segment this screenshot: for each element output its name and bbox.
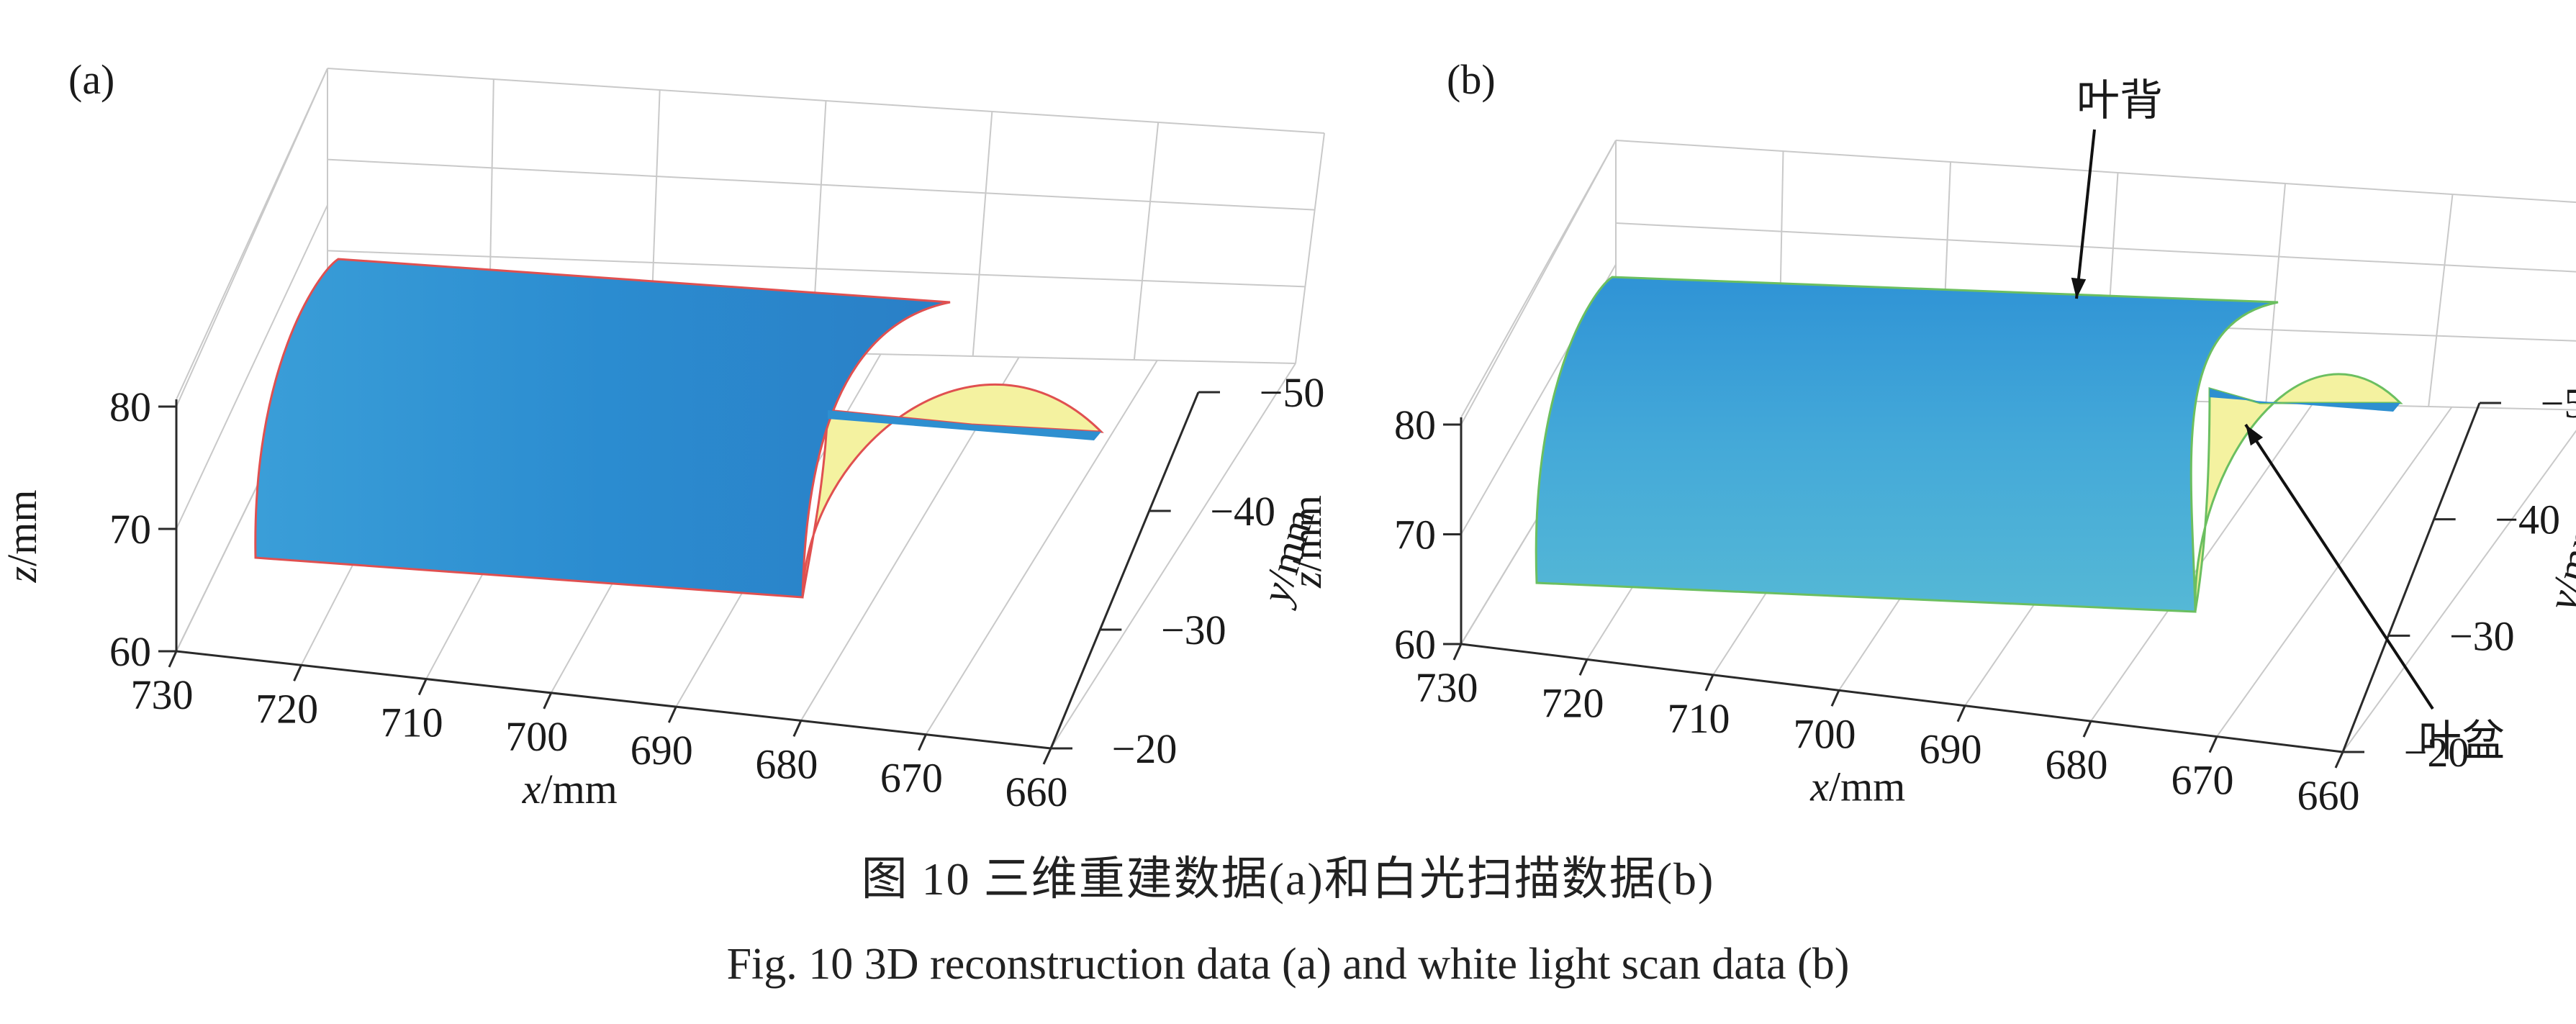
panel-b: 730 720 710 700 690 680 670 660 −20 −30 −40 −50 60 70… (1283, 56, 2576, 819)
surface-tip-strip (2210, 389, 2400, 412)
grid-line (2265, 183, 2286, 404)
y-tick-label: −30 (1161, 607, 1226, 653)
x-tick-label: 730 (131, 671, 194, 718)
annotation-label: 叶盆 (2418, 717, 2505, 765)
annotation-arrow (2075, 129, 2096, 299)
z-tick-label: 80 (109, 384, 151, 430)
x-tick-label: 680 (755, 740, 818, 787)
grid-line (1295, 132, 1325, 364)
x-tick (1956, 705, 1966, 722)
x-tick-label: 720 (256, 685, 318, 732)
x-tick-label: 680 (2046, 741, 2108, 788)
z-axis-label: z/mm (1283, 495, 1330, 589)
grid-line (176, 68, 328, 407)
y-axis (1049, 391, 1200, 749)
x-tick-label: 660 (1005, 769, 1068, 815)
ticks (1443, 402, 2501, 769)
x-tick-label: 660 (2297, 772, 2360, 819)
z-tick-label: 80 (1394, 402, 1436, 448)
z-tick-label: 60 (1394, 621, 1436, 668)
panel-a: 730 720 710 700 690 680 670 660 −20 −30 −40 −50 60 70… (0, 56, 1325, 815)
grid-line (1133, 122, 1160, 361)
grid-line (327, 250, 1306, 288)
x-axis (1460, 643, 2344, 753)
annotation-label: 叶背 (2076, 77, 2163, 124)
grid-line (2342, 430, 2576, 753)
y-tick-label: −20 (1112, 725, 1178, 772)
y-tick-label: −50 (1260, 369, 1325, 416)
x-axis (176, 650, 1052, 750)
y-tick-label: −40 (1210, 488, 1275, 535)
annotation-arrowhead (2246, 425, 2264, 446)
x-tick (417, 678, 428, 696)
x-tick-label: 700 (1794, 710, 1856, 757)
ticks (158, 391, 1220, 765)
y-axis (2341, 402, 2481, 753)
grid-line (2428, 194, 2454, 407)
x-tick-label: 670 (2171, 757, 2234, 804)
z-tick-label: 70 (1394, 512, 1436, 558)
y-tick-label: −20 (2404, 729, 2469, 776)
x-tick-label: 710 (1668, 695, 1730, 742)
annotation-arrow (2244, 423, 2434, 710)
axes (175, 391, 1200, 750)
x-axis-label: x/mm (522, 766, 618, 812)
panel-label: (b) (1447, 56, 1496, 103)
annotation-arrowhead (2071, 277, 2087, 299)
x-tick (1704, 674, 1714, 692)
x-tick-label: 730 (1416, 664, 1478, 711)
x-tick (2082, 720, 2092, 738)
y-tick-label: −30 (2449, 612, 2515, 659)
grid-line (2216, 407, 2453, 738)
x-tick-label: 710 (381, 699, 443, 746)
x-axis-label: x/mm (1809, 764, 1905, 810)
grid-line (1050, 363, 1296, 749)
x-tick (2208, 735, 2218, 753)
y-tick-label: −50 (2541, 380, 2576, 427)
grid-line (1615, 222, 2576, 273)
x-tick (168, 651, 178, 668)
grid-line (972, 111, 993, 357)
grid-line (1460, 140, 1617, 425)
z-axis-label: z/mm (0, 490, 45, 584)
x-tick (543, 692, 553, 710)
x-tick (792, 720, 803, 738)
blade-surface (254, 258, 1104, 599)
outer-surface (254, 258, 951, 599)
x-tick (1830, 689, 1840, 707)
blade-surface (1535, 276, 2403, 613)
grid-line (327, 158, 1315, 211)
x-tick-label: 690 (1920, 726, 1982, 773)
x-tick-label: 690 (631, 727, 693, 774)
figure-caption-english: Fig. 10 3D reconstruction data (a) and w… (726, 940, 1850, 989)
axes (1460, 402, 2481, 753)
grid-line (176, 204, 328, 530)
x-tick (293, 664, 302, 681)
grid-line (925, 360, 1158, 735)
z-tick-label: 60 (109, 628, 151, 675)
x-tick (1042, 748, 1052, 765)
x-tick-label: 720 (1542, 679, 1604, 726)
outer-surface (1535, 276, 2279, 613)
inner-surface (2194, 373, 2403, 612)
x-tick (1578, 658, 1588, 676)
y-tick-label: −40 (2495, 497, 2560, 543)
figure-caption-chinese: 图 10 三维重建数据(a)和白光扫描数据(b) (861, 853, 1715, 905)
x-tick (918, 734, 927, 751)
x-tick (1452, 643, 1463, 661)
x-tick (667, 706, 677, 723)
x-tick-label: 700 (505, 713, 568, 760)
x-tick-label: 670 (880, 755, 943, 802)
x-tick (2334, 751, 2344, 769)
panel-label: (a) (68, 56, 114, 103)
z-tick-label: 70 (109, 506, 151, 553)
surface-tip-strip (828, 410, 1101, 440)
inner-surface (801, 384, 1104, 598)
grid-line (327, 68, 1325, 134)
grid-line (1615, 140, 2576, 204)
